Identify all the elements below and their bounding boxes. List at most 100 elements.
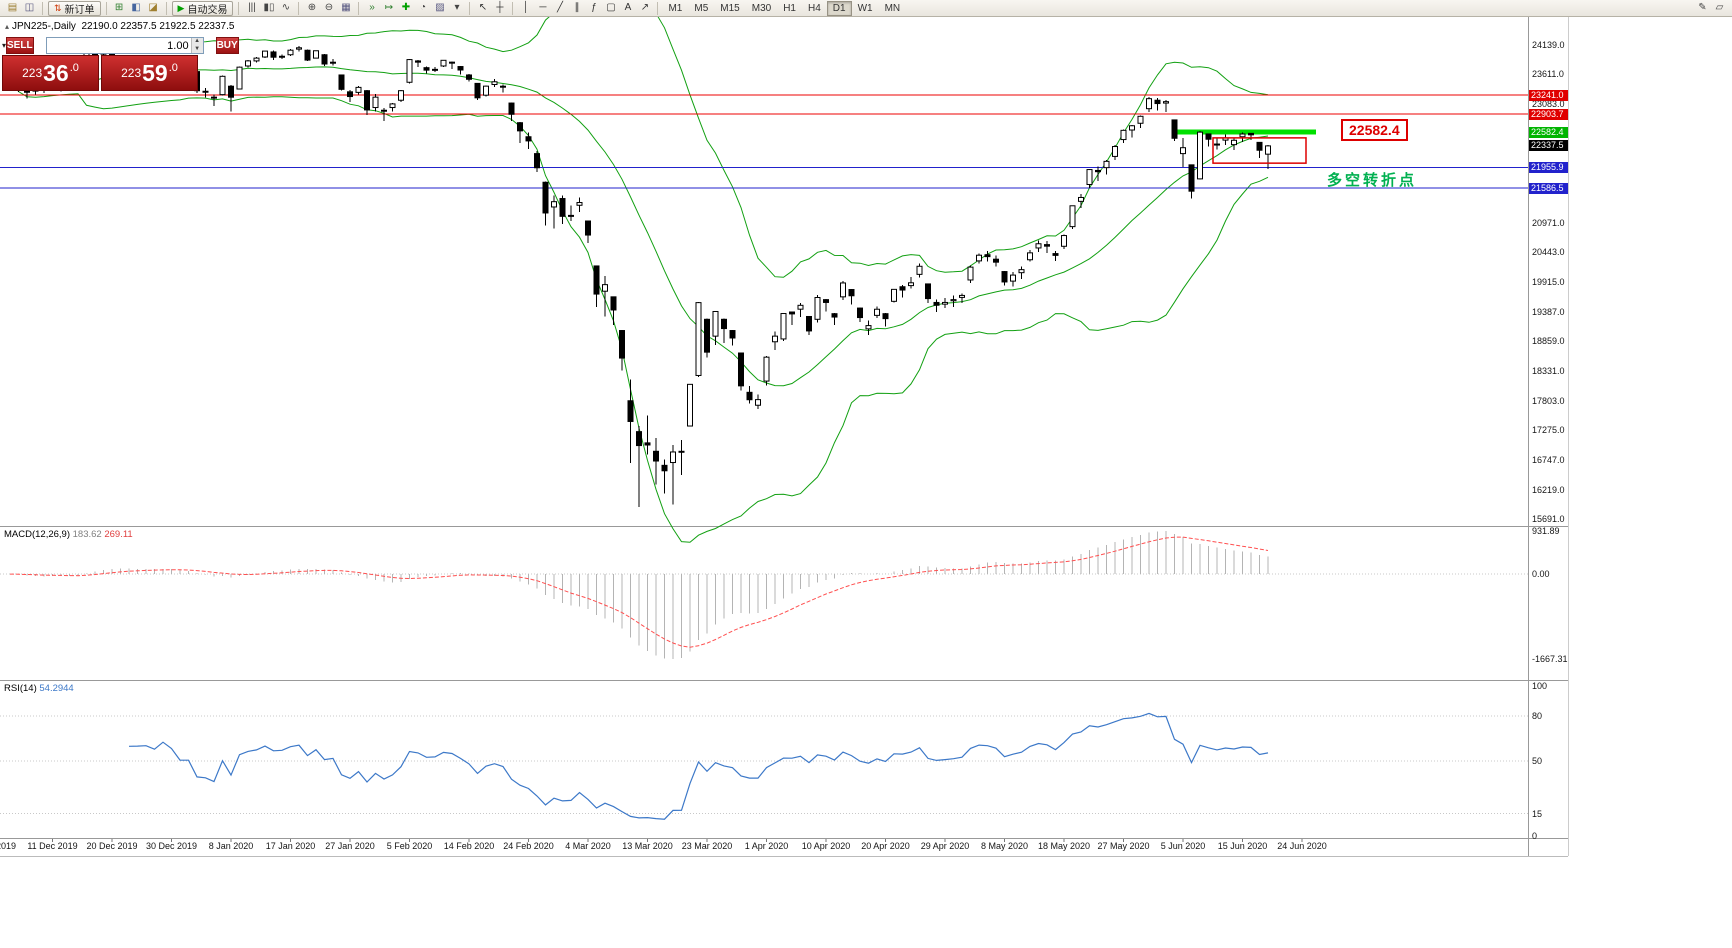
timeframe-m1[interactable]: M1 [668, 2, 683, 14]
rsi-scale-tick: 80 [1532, 711, 1543, 721]
macd-label: MACD(12,26,9) 183.62 269.11 [4, 529, 133, 540]
date-label: 4 Mar 2020 [565, 841, 611, 851]
rsi-layer [0, 712, 1528, 820]
highlight-rectangle[interactable] [1212, 137, 1307, 164]
volume-down-icon[interactable]: ▼ [190, 45, 203, 53]
date-ticks [52, 839, 1303, 842]
chart-shift-icon[interactable]: ↦ [384, 2, 394, 13]
toolbar-separator [469, 1, 471, 15]
macd-layer [0, 531, 1528, 659]
oct-collapse-icon[interactable]: ▾ [2, 41, 7, 50]
zoom-in-icon[interactable]: ⊕ [307, 2, 317, 13]
date-label: 27 May 2020 [1097, 841, 1150, 851]
main-toolbar: ▤ ◫ ⇅ 新订单 ⊞ ◧ ◪ ▶ 自动交易 ||| ▮▯ ∿ ⊕ ⊖ ▦ » ↦ ✚ ◔ ▨ ▾ ↖ ┼ │ ─ ╱ ∥ ƒ ▢ A ↗ M… [0, 0, 1732, 17]
text-label-icon[interactable]: A [624, 2, 632, 13]
date-label: 20 Dec 2019 [86, 841, 138, 851]
sell-button[interactable]: 223 36.0 [2, 55, 99, 91]
price-badge: 21955.9 [1529, 161, 1568, 173]
crosshair-icon[interactable]: ┼ [496, 2, 504, 13]
indicators-icon[interactable]: ✚ [401, 2, 411, 13]
volume-input[interactable] [46, 38, 191, 53]
toolbar-separator [512, 1, 514, 15]
layout-icon[interactable]: ▱ [1715, 2, 1724, 13]
chart-symbol-icon: ▴ [5, 22, 10, 31]
templates-icon[interactable]: ▨ [435, 2, 445, 13]
timeframe-m30[interactable]: M30 [751, 2, 772, 14]
auto-scroll-icon[interactable]: » [369, 2, 375, 13]
macd-scale-zero: 0.00 [1532, 569, 1550, 580]
cursor-icon[interactable]: ↖ [478, 2, 488, 13]
new-order-button-label: 新订单 [64, 4, 95, 16]
tile-windows-icon[interactable]: ▦ [341, 2, 351, 13]
price-tick: 16747.0 [1532, 454, 1565, 465]
line-chart-icon[interactable]: ∿ [281, 2, 291, 13]
horizontal-lines[interactable] [0, 94, 1528, 189]
date-label: 2 Dec 2019 [0, 841, 17, 851]
periods-icon[interactable]: ◔ [419, 2, 426, 13]
date-label: 27 Jan 2020 [325, 841, 375, 851]
date-label: 10 Apr 2020 [801, 841, 851, 851]
timeframe-w1[interactable]: W1 [857, 2, 873, 14]
data-window-icon[interactable]: ◧ [131, 2, 141, 13]
macd-scale-min: -1667.31 [1532, 654, 1568, 664]
price-tick: 17803.0 [1532, 395, 1565, 406]
date-label: 24 Jun 2020 [1277, 841, 1327, 851]
price-tick: 16219.0 [1532, 484, 1565, 495]
channel-icon[interactable]: ∥ [574, 2, 580, 13]
date-label: 8 May 2020 [980, 841, 1029, 851]
timeframe-h1[interactable]: H1 [783, 2, 796, 14]
new-order-icon: ⇅ [54, 2, 62, 13]
zoom-out-icon[interactable]: ⊖ [324, 2, 334, 13]
candlestick-chart-icon[interactable]: ▮▯ [263, 2, 275, 13]
chart-profiles-icon[interactable]: ◫ [24, 2, 35, 13]
navigator-icon[interactable]: ◪ [148, 2, 158, 13]
sell-tab[interactable]: SELL [6, 37, 34, 54]
price-badge: 22903.7 [1529, 108, 1568, 120]
buy-tab[interactable]: BUY [215, 37, 239, 54]
market-watch-icon[interactable]: ⊞ [114, 2, 124, 13]
autotrading-button-label: 自动交易 [187, 4, 228, 16]
date-label: 18 May 2020 [1037, 841, 1091, 851]
horizontal-line-icon[interactable]: ─ [539, 2, 547, 13]
volume-stepper: ▲ ▼ [190, 38, 203, 53]
date-label: 8 Jan 2020 [208, 841, 254, 851]
rsi-scale-tick: 100 [1532, 681, 1548, 691]
date-label: 29 Apr 2020 [920, 841, 970, 851]
date-label: 24 Feb 2020 [503, 841, 554, 851]
price-tick: 19915.0 [1532, 276, 1565, 287]
new-order-button[interactable]: ⇅ 新订单 [48, 0, 101, 16]
toolbar-separator [42, 1, 43, 15]
new-chart-icon[interactable]: ▤ [7, 2, 18, 13]
timeframe-m5[interactable]: M5 [694, 2, 709, 14]
timeframe-h4[interactable]: H4 [807, 2, 821, 14]
turning-point-note[interactable]: 多空转折点 [1327, 172, 1418, 189]
timeframe-m15[interactable]: M15 [720, 2, 740, 14]
date-label: 20 Apr 2020 [861, 841, 910, 851]
dropdown-caret-icon[interactable]: ▾ [454, 2, 460, 13]
volume-field: ▲ ▼ [45, 37, 204, 54]
panel-separators[interactable] [0, 17, 1569, 857]
date-label: 13 Mar 2020 [622, 841, 673, 851]
bar-chart-icon[interactable]: ||| [248, 2, 256, 13]
pencil-icon[interactable]: ✎ [1698, 2, 1707, 13]
shapes-icon[interactable]: ▢ [606, 2, 616, 13]
buy-price-suffix: .0 [168, 62, 178, 74]
rsi-label: RSI(14) 54.2944 [4, 683, 74, 694]
autotrading-button[interactable]: ▶ 自动交易 [171, 0, 234, 16]
buy-button[interactable]: 223 59.0 [101, 55, 198, 91]
price-tick: 20971.0 [1532, 217, 1565, 228]
rsi-scale-tick: 15 [1532, 808, 1543, 819]
vertical-line-icon[interactable]: │ [522, 2, 530, 13]
timeframe-d1[interactable]: D1 [826, 0, 852, 16]
toolbar-separator [298, 1, 300, 15]
price-callout-label[interactable]: 22582.4 [1341, 119, 1408, 141]
volume-up-icon[interactable]: ▲ [190, 38, 203, 46]
arrow-tools-icon[interactable]: ↗ [640, 2, 650, 13]
date-label: 11 Dec 2019 [27, 841, 78, 851]
timeframe-mn[interactable]: MN [884, 2, 901, 14]
fibonacci-icon[interactable]: ƒ [591, 2, 597, 13]
date-label: 17 Jan 2020 [265, 841, 316, 851]
price-badge: 23241.0 [1529, 89, 1568, 101]
trendline-icon[interactable]: ╱ [556, 2, 563, 13]
